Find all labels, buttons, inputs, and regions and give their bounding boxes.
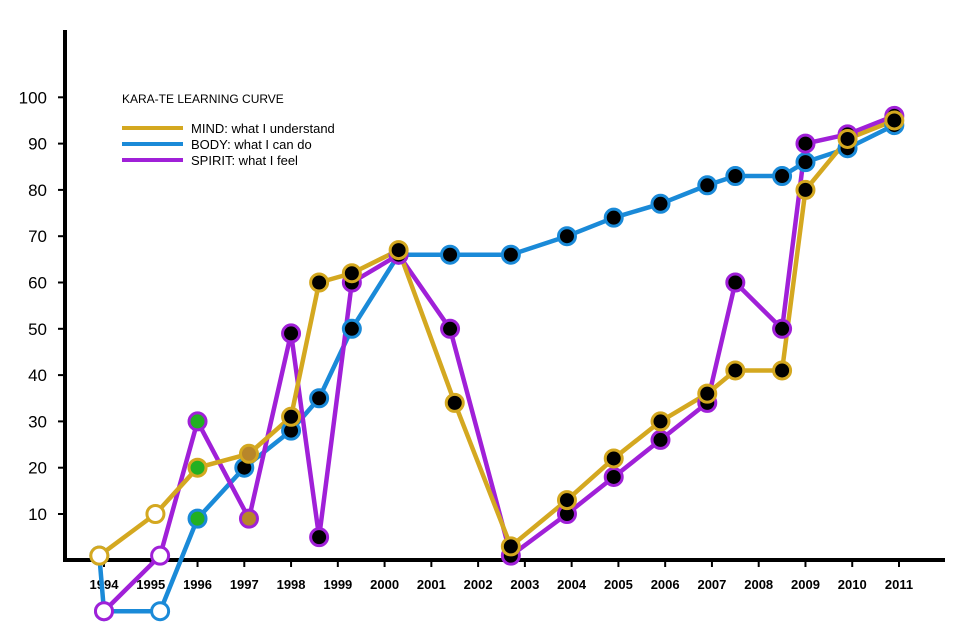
- chart-title: KARA-TE LEARNING CURVE: [122, 92, 284, 106]
- data-point: [884, 110, 905, 131]
- data-point: [556, 226, 577, 247]
- y-tick-label: 80: [28, 181, 47, 200]
- y-tick-label: 20: [28, 459, 47, 478]
- data-point: [772, 166, 793, 187]
- data-point: [795, 179, 816, 200]
- x-tick-label: 2010: [838, 577, 867, 592]
- x-tick-label: 2009: [791, 577, 820, 592]
- y-tick-label: 40: [28, 366, 47, 385]
- data-point: [650, 411, 671, 432]
- data-point: [150, 545, 171, 566]
- data-point: [150, 601, 171, 622]
- x-tick-label: 2006: [651, 577, 680, 592]
- data-point: [238, 443, 259, 464]
- data-point: [772, 318, 793, 339]
- data-point: [697, 175, 718, 196]
- data-point: [94, 601, 114, 622]
- data-point: [309, 527, 330, 548]
- data-point: [556, 490, 577, 511]
- x-tick-label: 2004: [557, 577, 587, 592]
- data-point: [795, 133, 816, 154]
- series-line: [97, 118, 897, 558]
- y-tick-label: 60: [28, 274, 47, 293]
- data-point: [440, 318, 461, 339]
- x-tick-label: 1998: [277, 577, 306, 592]
- x-tick-label: 2000: [370, 577, 399, 592]
- data-point: [725, 166, 746, 187]
- x-tick-label: 1999: [323, 577, 352, 592]
- data-point: [837, 128, 858, 149]
- data-point: [444, 392, 465, 413]
- x-tick-label: 2005: [604, 577, 633, 592]
- y-tick-label: 50: [28, 320, 47, 339]
- data-point: [341, 318, 362, 339]
- x-tick-label: 2011: [885, 577, 913, 592]
- x-ticks: 1994 1995 1996 1997 1998 1999 2000 2001 2002 2003…: [90, 560, 913, 592]
- data-point: [772, 360, 793, 381]
- data-point: [309, 388, 330, 409]
- x-tick-label: 2001: [417, 577, 446, 592]
- data-point: [388, 240, 409, 261]
- data-point: [89, 545, 110, 566]
- y-tick-label: 30: [28, 412, 47, 431]
- data-point: [603, 466, 624, 487]
- data-point: [500, 536, 521, 557]
- x-tick-label: 1994: [90, 577, 120, 592]
- data-point: [341, 263, 362, 284]
- data-point: [281, 406, 302, 427]
- y-tick-label: 70: [28, 227, 47, 246]
- data-point: [725, 360, 746, 381]
- x-tick-label: 2007: [697, 577, 726, 592]
- data-point: [650, 429, 671, 450]
- data-point: [309, 272, 330, 293]
- x-tick-label: 1996: [183, 577, 212, 592]
- data-point: [603, 207, 624, 228]
- y-tick-label: 90: [28, 135, 47, 154]
- data-point: [187, 508, 208, 529]
- data-point: [440, 244, 461, 265]
- y-tick-label: 100: [19, 88, 47, 107]
- data-point: [238, 508, 259, 529]
- data-point: [187, 457, 208, 478]
- data-point: [500, 244, 521, 265]
- x-tick-label: 2008: [744, 577, 773, 592]
- x-tick-label: 2002: [464, 577, 493, 592]
- x-tick-label: 1995: [136, 577, 165, 592]
- data-point: [281, 323, 302, 344]
- legend-label: BODY: what I can do: [191, 137, 312, 152]
- y-tick-label: 10: [28, 505, 47, 524]
- x-tick-label: 2003: [510, 577, 539, 592]
- y-ticks: 10 20 30 40 50 60 70 80 90 100: [19, 88, 65, 524]
- data-point: [795, 152, 816, 173]
- series-layer: [89, 105, 905, 622]
- data-point: [650, 193, 671, 214]
- x-tick-label: 1997: [230, 577, 259, 592]
- data-point: [725, 272, 746, 293]
- data-point: [697, 383, 718, 404]
- legend-label: SPIRIT: what I feel: [191, 153, 298, 168]
- data-point: [187, 411, 208, 432]
- data-point: [145, 504, 166, 524]
- legend: KARA-TE LEARNING CURVE MIND: what I unde…: [122, 92, 335, 168]
- data-point: [603, 448, 624, 469]
- legend-label: MIND: what I understand: [191, 121, 335, 136]
- axes: [63, 30, 945, 562]
